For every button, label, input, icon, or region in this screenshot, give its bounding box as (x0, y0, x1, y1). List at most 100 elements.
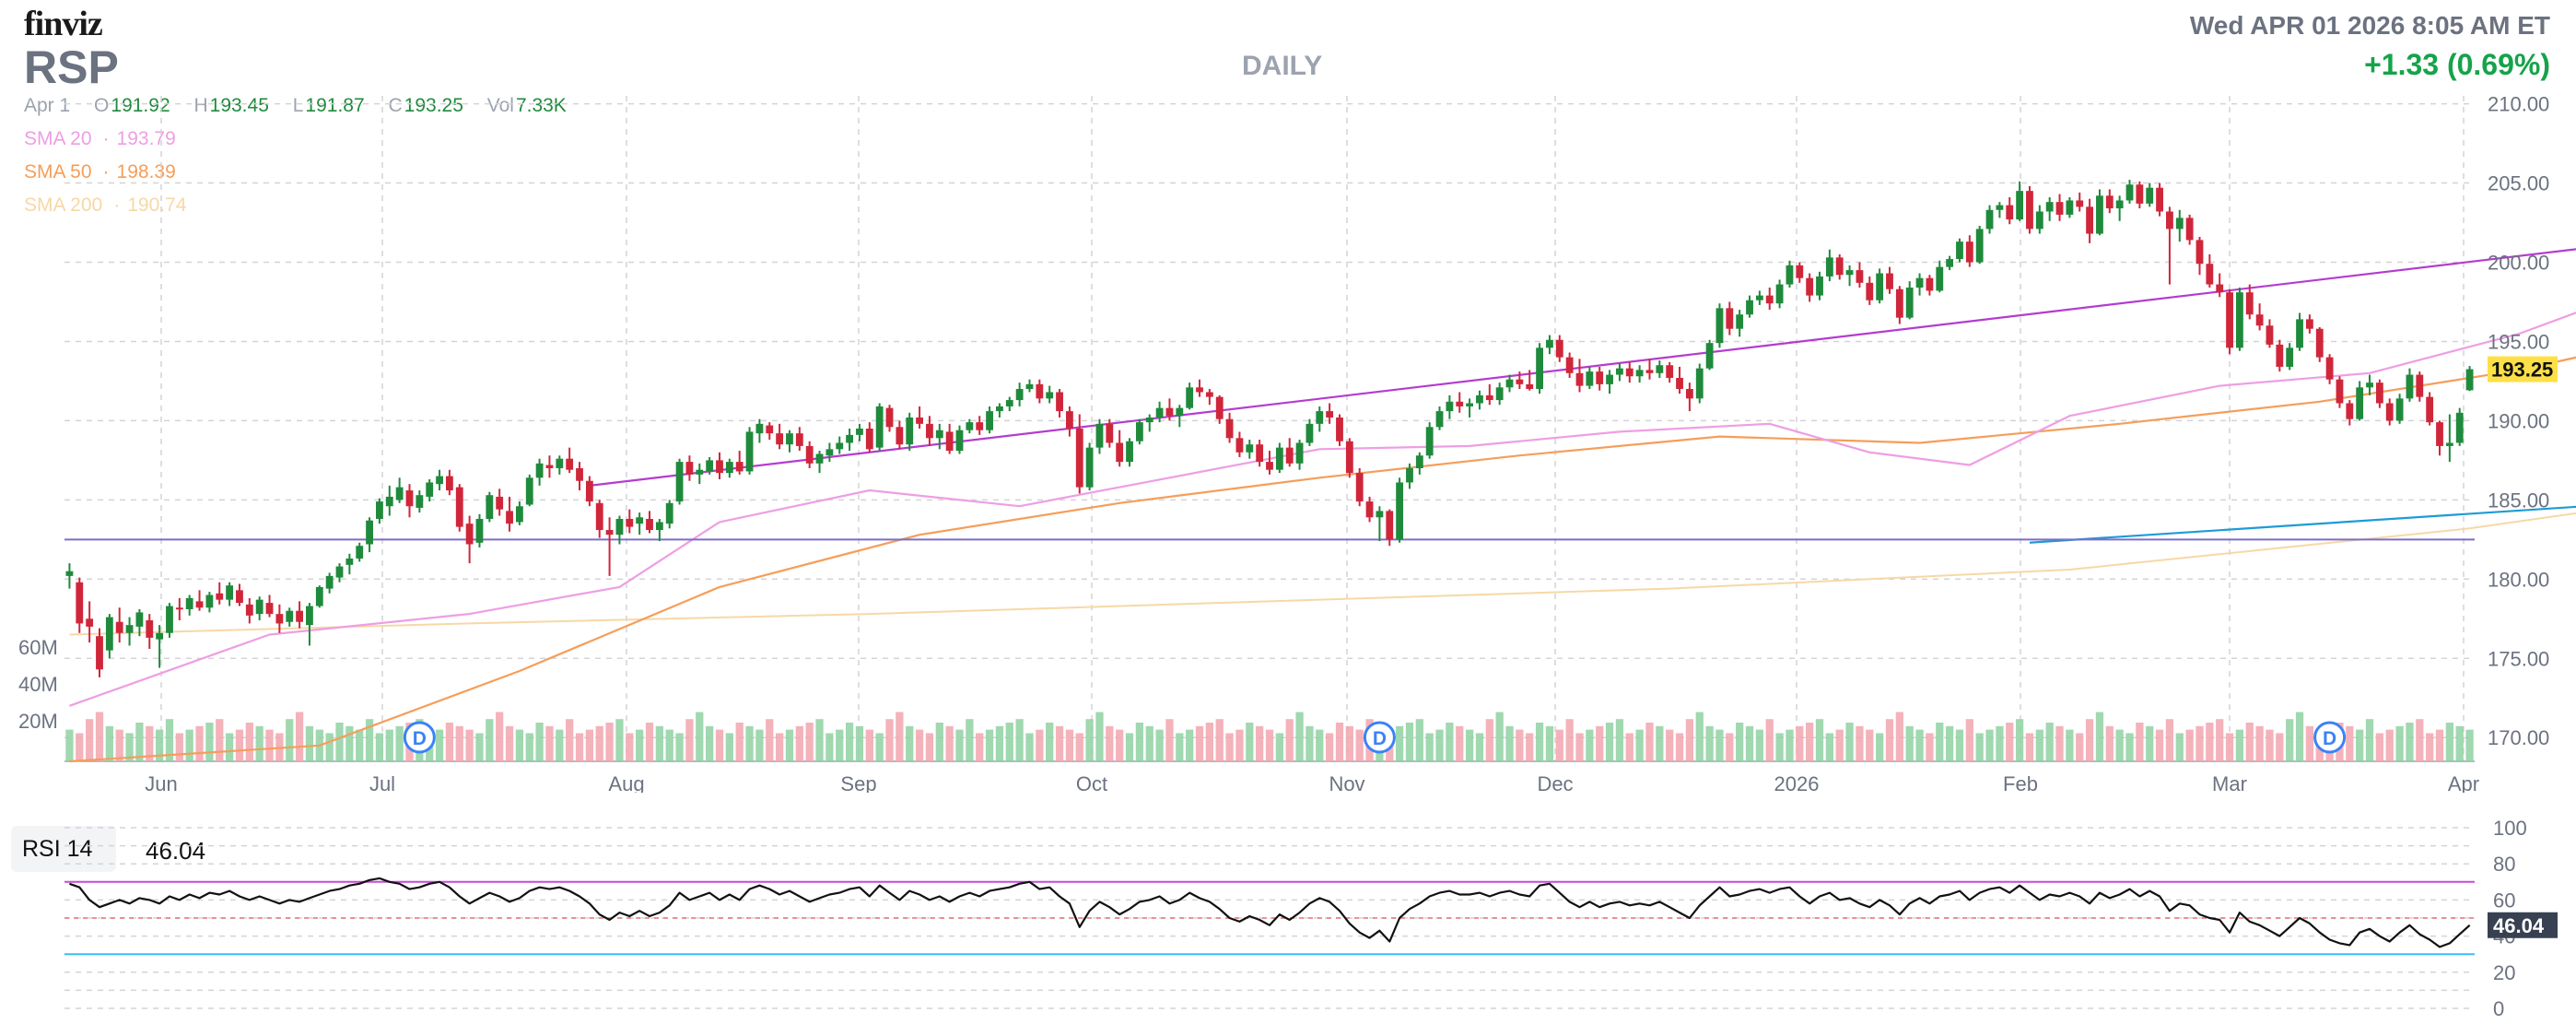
candle-body (1116, 442, 1124, 463)
candle-body (896, 427, 904, 445)
volume-value: 7.33K (515, 95, 567, 116)
candle-body (1466, 403, 1474, 406)
volume-bar (1295, 712, 1304, 761)
volume-bar (725, 733, 733, 761)
sma-lines (69, 312, 2576, 763)
volume-bar (2465, 729, 2474, 761)
candle-body (1516, 379, 1524, 384)
candle-body (1666, 365, 1674, 378)
volume-bar (1306, 725, 1314, 761)
volume-bar (235, 729, 244, 761)
candles (65, 180, 2474, 677)
candle-body (1936, 266, 1944, 291)
volume-bar (1996, 725, 2004, 761)
rsi-tick-label: 0 (2493, 997, 2504, 1020)
rsi-line (69, 877, 2471, 948)
volume-bar (295, 712, 304, 761)
candle-body (2356, 387, 2364, 419)
volume-bar (2305, 725, 2314, 761)
candle-body (2245, 292, 2254, 315)
volume-bar (1516, 729, 1524, 761)
candle-body (1205, 392, 1213, 397)
candle-body (1996, 205, 2004, 210)
candle-body (1536, 347, 1543, 390)
volume-bar (1945, 725, 1954, 761)
volume-bar (225, 733, 234, 761)
candle-body (1765, 295, 1774, 304)
rsi-last-label: 46.04 (2493, 914, 2545, 937)
chart-interval-label[interactable]: DAILY (1242, 51, 1323, 81)
price-chart[interactable]: DDDD 210.00205.00200.00195.00190.00185.0… (0, 0, 2576, 793)
volume-bar (345, 725, 354, 761)
volume-bar (1586, 729, 1594, 761)
candle-body (1596, 371, 1604, 384)
candle-body (385, 496, 393, 507)
finviz-logo[interactable]: finviz (24, 5, 103, 43)
open-value: 191.92 (111, 95, 170, 116)
volume-bar (976, 733, 984, 761)
volume-bar (566, 719, 574, 761)
candle-body (576, 467, 583, 481)
volume-bar (2025, 733, 2034, 761)
candle-body (2296, 319, 2303, 348)
volume-bar (265, 729, 274, 761)
candle-body (976, 422, 984, 430)
candle-body (636, 517, 644, 524)
volume-bar (1456, 725, 1464, 761)
candle-body (1575, 372, 1584, 386)
candle-body (195, 601, 204, 608)
volume-bar (2385, 729, 2394, 761)
candle-body (766, 425, 774, 434)
volume-bar (1955, 729, 1964, 761)
candle-body (76, 582, 84, 624)
candle-body (1806, 277, 1814, 296)
candle-body (605, 530, 614, 536)
volume-bar (455, 725, 463, 761)
candle-body (2035, 211, 2043, 230)
sma200-label: SMA 200 (24, 194, 103, 216)
candle-body (1046, 392, 1054, 399)
candle-body (245, 604, 253, 616)
candle-body (1786, 265, 1794, 285)
candle-body (2146, 187, 2154, 204)
volume-bar (2136, 723, 2144, 761)
rsi-grid (64, 827, 2475, 1009)
rsi-label[interactable]: RSI 14 (11, 826, 116, 872)
volume-bar (885, 719, 894, 761)
candle-body (1705, 343, 1714, 369)
volume-bar (1726, 733, 1734, 761)
volume-tick-label: 40M (18, 673, 58, 696)
candle-body (1316, 411, 1324, 424)
candle-body (1616, 368, 1623, 375)
volume-bar (1435, 729, 1444, 761)
volume-bar (2245, 723, 2254, 761)
candle-body (1736, 314, 1744, 329)
volume-bar (1545, 725, 1554, 761)
volume-bar (1446, 723, 1454, 761)
candle-body (1256, 444, 1264, 463)
volume-bar (515, 729, 524, 761)
volume-bar (1176, 733, 1184, 761)
candle-body (376, 501, 383, 519)
dividend-markers[interactable]: DDDD (403, 721, 2576, 754)
y-tick-label: 205.00 (2488, 172, 2549, 195)
candle-body (595, 502, 603, 531)
volume-bar (1005, 723, 1013, 761)
volume-bar (665, 729, 673, 761)
candle-body (1876, 273, 1884, 300)
volume-bar (1656, 725, 1664, 761)
candle-body (986, 411, 993, 430)
candle-body (2325, 357, 2334, 380)
candle-body (2266, 325, 2274, 345)
volume-bar (2195, 725, 2204, 761)
candle-body (1425, 427, 1434, 456)
candle-body (1246, 444, 1254, 453)
volume-bar (1095, 712, 1104, 761)
sma200-legend[interactable]: SMA 200 · 190.74 (24, 194, 190, 217)
candle-body (1306, 423, 1314, 443)
rsi-tick-label: 20 (2493, 961, 2515, 984)
candle-body (1025, 383, 1034, 390)
volume-bar (2266, 729, 2274, 761)
rsi-value: 46.04 (146, 837, 206, 865)
volume-bar (1786, 729, 1794, 761)
